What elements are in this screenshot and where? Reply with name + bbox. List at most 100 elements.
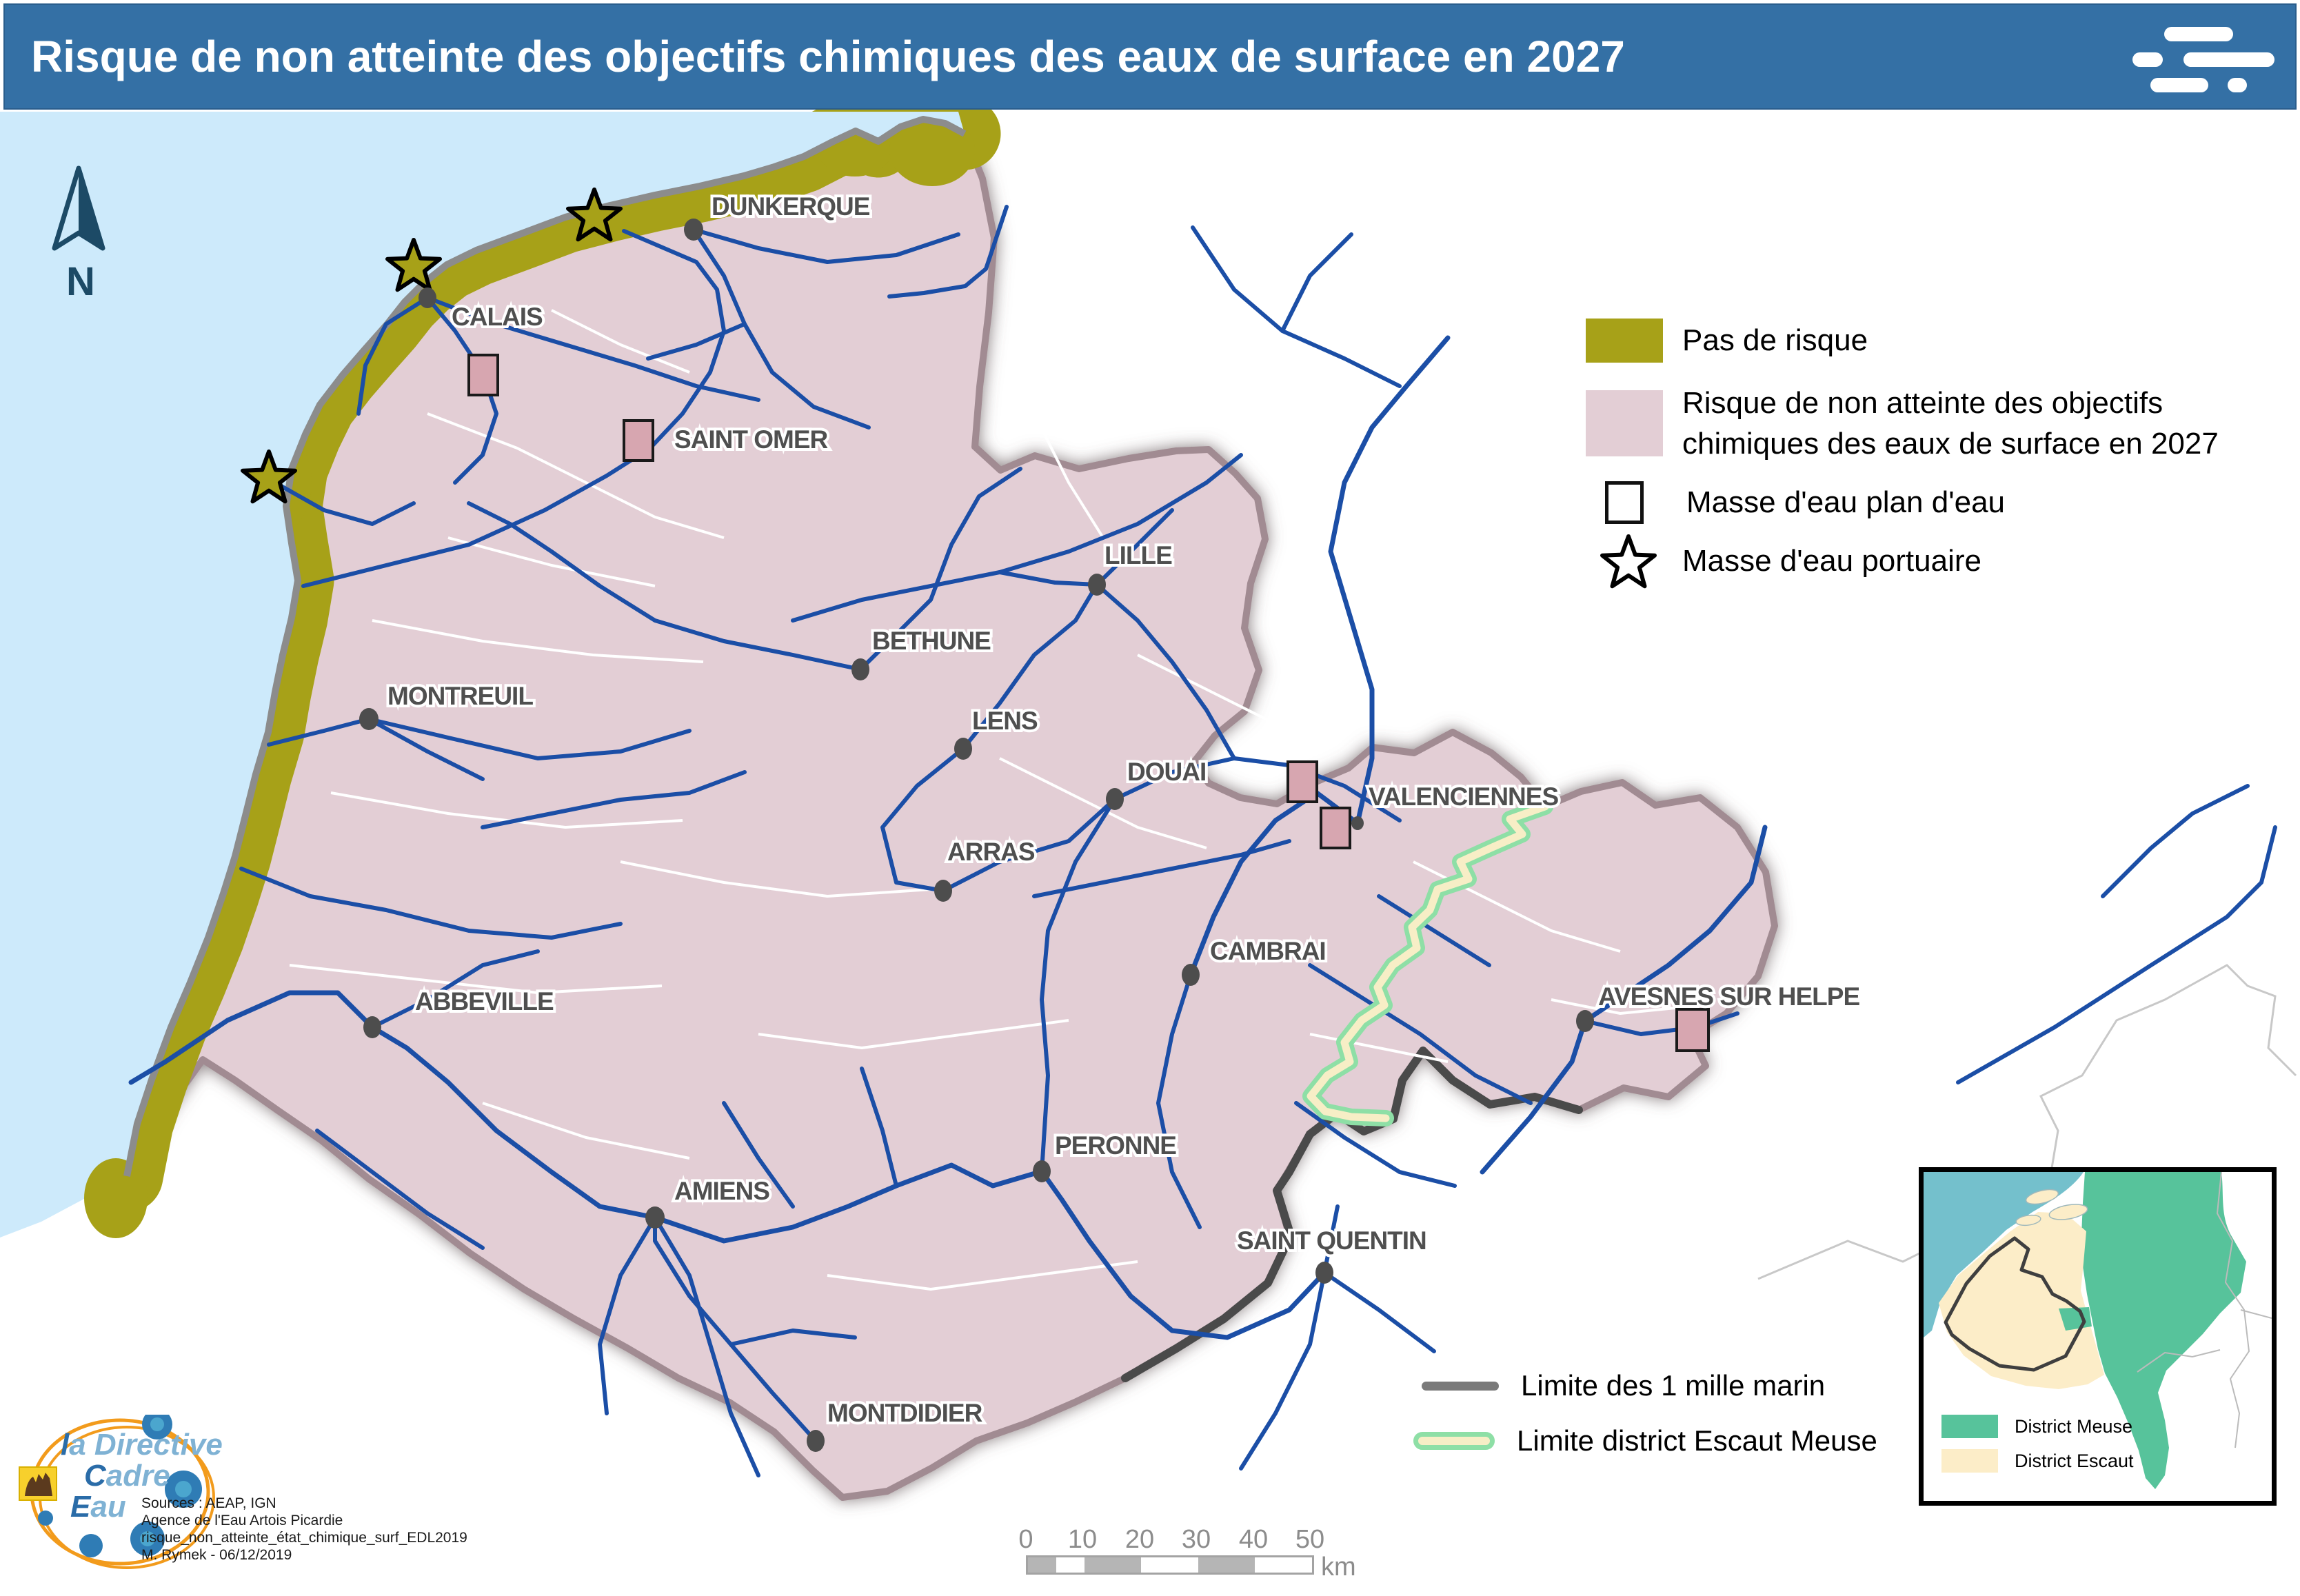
harbour-star	[241, 449, 297, 504]
city-label: CALAIS	[452, 303, 543, 331]
city-dots	[359, 219, 1594, 1452]
inset-canvas	[1924, 1171, 2272, 1501]
water-plan-square	[1675, 1008, 1710, 1052]
page-title: Risque de non atteinte des objectifs chi…	[31, 32, 1625, 81]
coastline	[123, 116, 967, 1177]
city-label: DOUAI	[1127, 758, 1206, 786]
north-arrow: N	[36, 164, 125, 309]
legend-item-risk: Risque de non atteinte des objectifs chi…	[1586, 383, 2234, 465]
district-limit-swatch	[1413, 1432, 1495, 1451]
city-dot	[684, 219, 703, 241]
scale-unit: km	[1321, 1553, 1356, 1582]
water-plan-square	[467, 354, 499, 396]
inset-legend-meuse: District Meuse	[1941, 1415, 2132, 1438]
water-plan-swatch-icon	[1605, 481, 1644, 524]
city-label: SAINT OMER	[674, 425, 828, 454]
meuse-swatch	[1941, 1415, 1998, 1438]
inset-sea	[1924, 1172, 2084, 1337]
city-label: SAINT QUENTIN	[1237, 1226, 1426, 1255]
water-plan-square	[623, 419, 654, 462]
scale-tick: 20	[1124, 1525, 1155, 1554]
sources-line: M. Rymek - 06/12/2019	[141, 1547, 292, 1563]
city-label: VALENCIENNES	[1369, 782, 1558, 811]
legend-label: Pas de risque	[1682, 323, 1868, 358]
dce-logo-text: la Directive Cadre Eau	[61, 1428, 223, 1524]
city-label: MONTREUIL	[387, 682, 533, 710]
city-dot	[1182, 964, 1200, 986]
sources-note: Sources : AEAP, IGN Agence de l'Eau Arto…	[141, 1495, 467, 1564]
scale-bar-segments	[1026, 1555, 1314, 1575]
inset-legend-escaut: District Escaut	[1941, 1449, 2134, 1473]
scale-tick: 10	[1067, 1525, 1098, 1554]
inset-legend-label: District Escaut	[2015, 1450, 2134, 1471]
city-dot	[1351, 816, 1364, 830]
escaut-swatch	[1941, 1449, 1998, 1473]
inset-islands	[2015, 1189, 2088, 1226]
legend-item-water-plan: Masse d'eau plan d'eau	[1586, 481, 2005, 524]
water-plan-square	[1287, 760, 1318, 803]
dce-line3: Eau	[70, 1489, 126, 1524]
city-label: ABBEVILLE	[415, 987, 554, 1016]
city-label: ARRAS	[947, 838, 1035, 866]
mile-limit-swatch	[1422, 1381, 1499, 1391]
sources-line: Agence de l'Eau Artois Picardie	[141, 1513, 343, 1528]
no-risk-swatch	[1586, 319, 1663, 363]
legend-label: Limite des 1 mille marin	[1521, 1369, 1826, 1402]
no-risk-somme-patch	[84, 1158, 148, 1238]
city-label: LENS	[972, 707, 1038, 735]
city-label: DUNKERQUE	[712, 192, 870, 221]
scale-tick: 40	[1238, 1525, 1269, 1554]
city-label: AMIENS	[674, 1177, 769, 1205]
scale-tick: 50	[1295, 1525, 1325, 1554]
north-label: N	[66, 259, 95, 304]
city-label: LILLE	[1104, 541, 1172, 569]
inset-country-borders	[2137, 1171, 2272, 1448]
legend-item-no-risk: Pas de risque	[1586, 319, 1868, 363]
city-dot	[1315, 1262, 1333, 1284]
inset-district-meuse	[2081, 1172, 2246, 1489]
legend-item-district-limit: Limite district Escaut Meuse	[1413, 1422, 1877, 1461]
dce-line1: la Directive	[61, 1428, 223, 1462]
legend-label: Risque de non atteinte des objectifs chi…	[1682, 386, 2219, 461]
city-label: AVESNES SUR HELPE	[1598, 982, 1859, 1011]
legend-item-harbour: Masse d'eau portuaire	[1586, 532, 1981, 590]
scale-tick: 30	[1181, 1525, 1211, 1554]
harbour-star	[566, 188, 623, 242]
inset-district-escaut	[1939, 1212, 2104, 1389]
scale-bar: 0 10 20 30 40 50 km	[1018, 1525, 1379, 1582]
city-dot	[1576, 1010, 1594, 1032]
city-dot	[807, 1430, 825, 1452]
legend-label: Limite district Escaut Meuse	[1517, 1424, 1877, 1457]
risk-swatch	[1586, 390, 1663, 457]
harbour-stars	[241, 188, 623, 504]
city-dot	[1033, 1160, 1051, 1182]
inset-district-map: District Meuse District Escaut	[1919, 1167, 2277, 1506]
city-dot	[359, 708, 379, 730]
scale-tick: 0	[1018, 1525, 1033, 1554]
city-label: PERONNE	[1055, 1131, 1176, 1160]
city-dot	[934, 880, 952, 902]
water-plan-squares	[467, 354, 1710, 1052]
city-labels: DUNKERQUE CALAIS SAINT OMER LILLE BETHUN…	[385, 190, 1863, 1430]
water-plan-square	[1320, 807, 1351, 849]
inset-legend-label: District Meuse	[2015, 1415, 2133, 1437]
dce-logo: la Directive Cadre Eau	[15, 1409, 229, 1587]
city-dot	[1106, 788, 1124, 810]
water-agency-dashes-icon	[2131, 19, 2276, 96]
city-label: MONTDIDIER	[827, 1399, 982, 1427]
sources-line: risque_non_atteinte_état_chimique_surf_E…	[141, 1530, 467, 1546]
city-dot	[851, 658, 869, 680]
city-label: CAMBRAI	[1210, 937, 1326, 965]
dce-logo-graphic	[19, 1409, 215, 1569]
escaut-meuse-limit-line	[1302, 798, 1553, 1127]
harbour-star	[385, 238, 442, 292]
city-dot	[1088, 574, 1106, 596]
city-dot	[363, 1016, 381, 1038]
rivers	[128, 205, 2277, 1477]
harbour-star-swatch-icon	[1600, 534, 1657, 589]
inset-basin-outline	[1944, 1236, 2086, 1372]
legend-label: Masse d'eau portuaire	[1682, 544, 1981, 578]
city-dot	[954, 738, 972, 760]
